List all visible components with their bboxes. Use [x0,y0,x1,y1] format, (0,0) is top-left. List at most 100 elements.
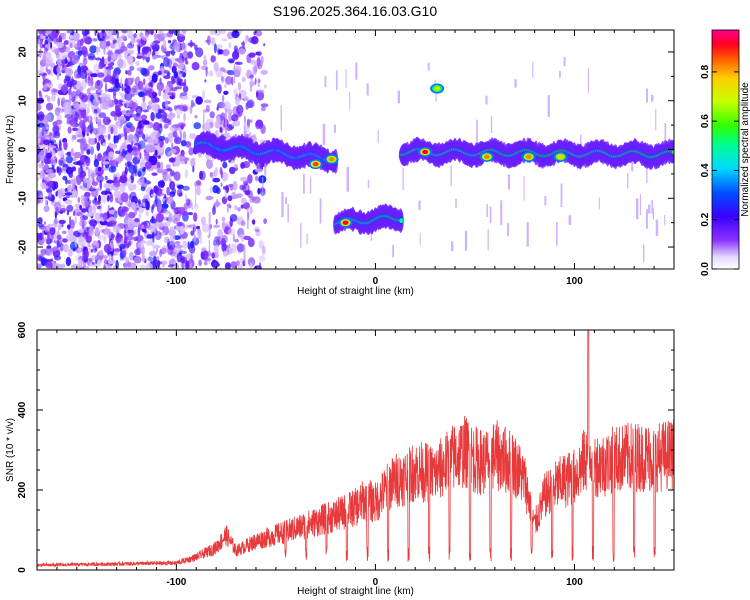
noise-blob [101,255,108,259]
noise-blob [172,130,178,138]
noise-blob [84,191,91,197]
noise-streak [233,64,236,83]
noise-blob [129,251,134,261]
noise-blob [96,45,99,56]
noise-blob [44,261,53,269]
noise-streak [345,69,347,88]
noise-blob [213,245,219,254]
noise-blob [237,82,242,91]
noise-blob [227,228,236,236]
noise-blob [56,240,60,248]
noise-blob [169,226,175,231]
noise-blob [109,193,114,203]
noise-blob [120,34,127,40]
noise-blob [107,49,113,57]
noise-blob [52,162,57,166]
noise-blob [69,42,73,49]
noise-blob [86,88,91,94]
noise-blob [222,161,228,169]
noise-blob [201,223,210,233]
noise-blob [179,213,182,217]
noise-blob [65,194,71,199]
noise-blob [172,162,175,167]
noise-blob [90,104,96,110]
noise-blob [141,245,145,256]
noise-blob [112,225,121,234]
noise-blob [79,219,87,228]
noise-blob [237,264,244,269]
noise-blob [155,112,162,119]
noise-blob [54,131,61,137]
noise-blob [206,159,213,170]
noise-blob [120,77,123,88]
noise-blob [78,236,86,247]
noise-blob [62,63,65,68]
noise-blob [231,122,234,127]
noise-blob [258,255,266,263]
noise-blob [61,230,67,234]
noise-streak [500,200,503,226]
noise-blob [243,95,249,102]
peak-core [483,154,490,160]
noise-blob [242,40,245,50]
noise-blob [88,205,97,216]
noise-blob [229,214,238,222]
colorbar-tick-label: 0.4 [700,163,711,177]
noise-blob [220,30,226,35]
noise-streak [402,167,404,190]
noise-blob [213,62,219,72]
noise-blob [49,139,57,144]
noise-blob [138,140,146,149]
noise-blob [125,77,134,86]
noise-blob [46,69,51,75]
noise-blob [159,77,162,86]
noise-blob [158,30,164,36]
noise-blob [172,62,178,68]
noise-blob [51,155,57,160]
noise-blob [87,79,94,87]
noise-blob [223,90,229,95]
noise-blob [154,187,163,196]
noise-blob [137,170,142,177]
noise-blob [68,248,73,257]
noise-blob [187,42,196,47]
noise-blob [84,265,90,269]
noise-blob [91,173,98,178]
noise-blob [141,224,145,230]
noise-blob [123,127,127,138]
noise-blob [92,38,98,42]
noise-streak [208,239,211,265]
noise-blob [255,30,263,37]
y-axis-label: Frequency (Hz) [5,115,16,184]
noise-blob [178,192,183,197]
noise-streak [547,95,550,118]
noise-blob [80,109,87,119]
noise-blob [222,49,230,56]
noise-blob [182,240,188,250]
noise-blob [104,82,108,93]
noise-blob [195,96,203,105]
noise-blob [176,153,180,162]
noise-blob [114,210,118,219]
noise-streak [370,231,372,242]
noise-blob [44,237,48,242]
noise-blob [130,262,137,269]
noise-blob [251,219,256,225]
noise-blob [223,186,226,190]
noise-blob [103,236,107,244]
noise-blob [136,115,142,122]
noise-blob [195,47,204,58]
noise-blob [243,235,251,241]
noise-blob [181,42,185,51]
noise-blob [210,37,216,46]
noise-blob [239,111,243,116]
noise-blob [57,97,60,107]
noise-blob [226,204,229,213]
noise-blob [209,111,215,119]
noise-blob [167,92,175,96]
noise-blob [247,257,256,267]
noise-blob [166,58,173,68]
noise-blob [163,39,167,49]
noise-blob [228,113,232,122]
noise-blob [57,166,62,176]
